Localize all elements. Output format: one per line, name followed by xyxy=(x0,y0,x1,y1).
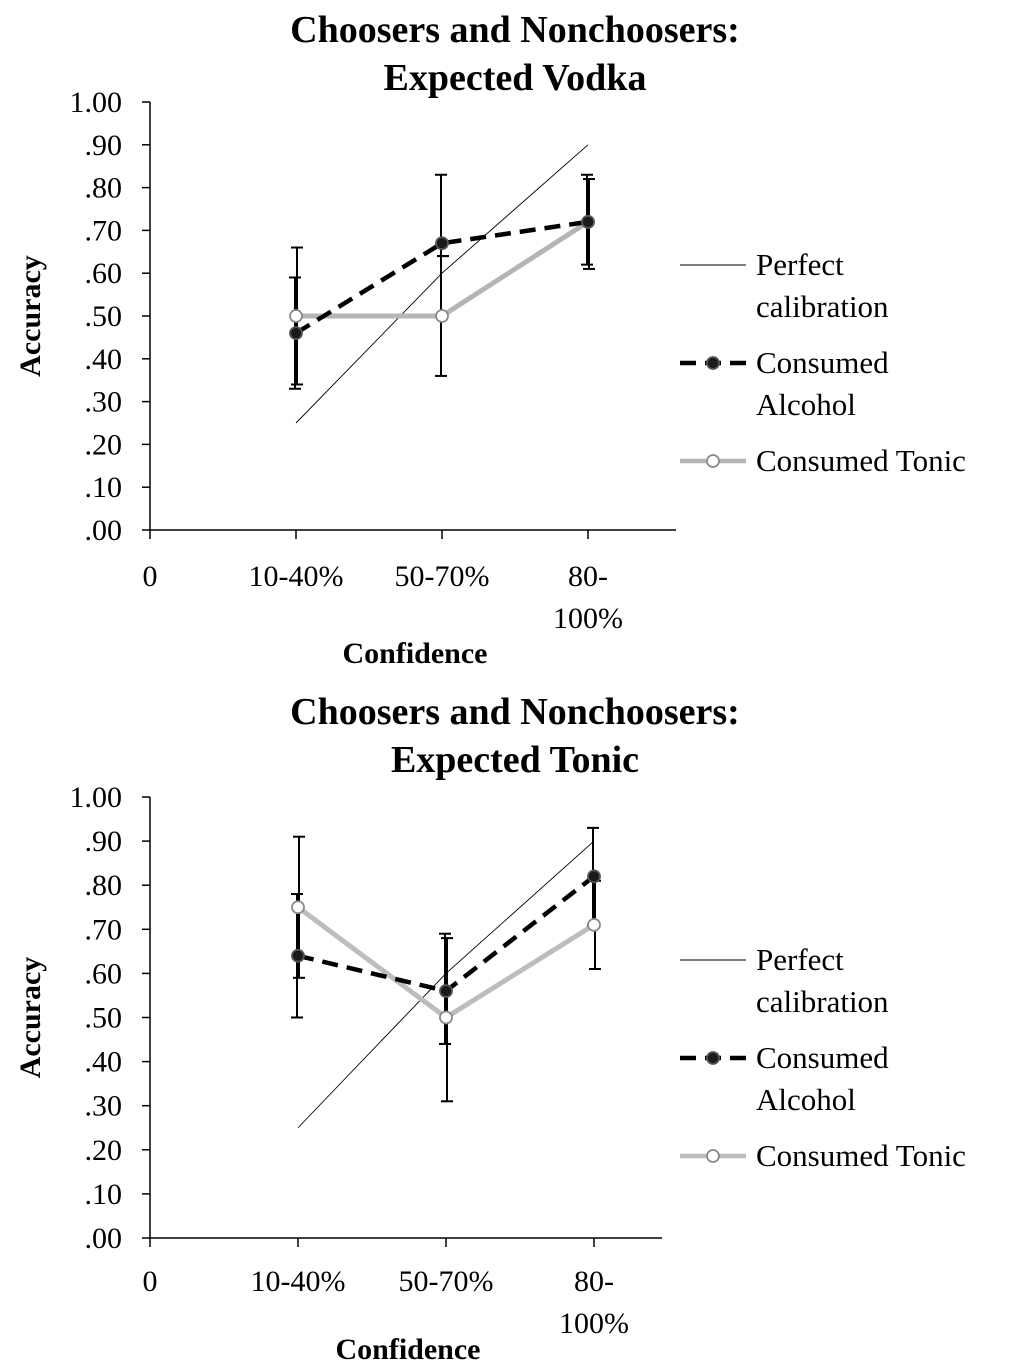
y-tick-label: .10 xyxy=(85,471,123,504)
chart-subtitle: Expected Tonic xyxy=(390,739,640,781)
consumed-tonic-point xyxy=(291,900,305,915)
y-tick-label: 1.00 xyxy=(70,86,123,119)
y-tick-label: .40 xyxy=(85,343,123,376)
legend-consumed-alcohol-label: Alcohol xyxy=(756,387,856,422)
legend: Perfect calibration Consumed Alcohol Consume… xyxy=(680,942,966,1173)
legend: Perfect calibration Consumed Alcohol Consume… xyxy=(680,247,966,478)
consumed-tonic-point xyxy=(439,1010,453,1025)
y-tick-label: .00 xyxy=(85,514,123,547)
plot-series-group xyxy=(289,144,595,424)
chart-title-line-1: Choosers and Nonchoosers: xyxy=(290,691,740,733)
consumed-alcohol-point xyxy=(291,948,305,963)
y-tick-label: .70 xyxy=(85,214,123,247)
x-tick-label: 10-40% xyxy=(251,1265,346,1298)
y-tick-label: .60 xyxy=(85,257,123,290)
legend-consumed-alcohol-label: Consumed xyxy=(756,345,889,380)
y-tick-label: .40 xyxy=(85,1046,123,1079)
y-axis-title: Accuracy xyxy=(14,957,47,1079)
y-tick-label: .20 xyxy=(85,428,123,461)
y-tick-label: .00 xyxy=(85,1222,123,1255)
consumed-alcohol-point xyxy=(587,869,601,884)
chart-subtitle: Expected Vodka xyxy=(383,57,647,99)
chart-title: Choosers and Nonchoosers: Expected Vodka xyxy=(140,6,890,102)
x-tick-label: 100% xyxy=(559,1307,629,1340)
y-tick-label: .10 xyxy=(85,1178,123,1211)
y-tick-label: .90 xyxy=(85,825,123,858)
y-tick-label: .80 xyxy=(85,172,123,205)
x-tick-label: 0 xyxy=(143,1265,158,1298)
legend-consumed-alcohol-marker xyxy=(706,356,720,370)
legend-perfect-calibration-label: calibration xyxy=(756,289,889,324)
legend-perfect-calibration-label: Perfect xyxy=(756,247,844,282)
y-tick-label: .50 xyxy=(85,1002,123,1035)
legend-consumed-alcohol-label: Alcohol xyxy=(756,1082,856,1117)
y-tick-label: .30 xyxy=(85,386,123,419)
chart-plot-svg: 1.00 .90 .80 .70 .60 .50 .40 .30 .20 .10 .00 0 10-40… xyxy=(14,86,966,670)
consumed-alcohol-point xyxy=(435,236,449,251)
x-tick-label: 50-70% xyxy=(399,1265,494,1298)
chart-title: Choosers and Nonchoosers: Expected Tonic xyxy=(140,688,890,784)
consumed-alcohol-point xyxy=(289,326,303,341)
y-tick-label: .20 xyxy=(85,1134,123,1167)
consumed-alcohol-point xyxy=(439,984,453,998)
x-tick-label: 100% xyxy=(553,602,623,635)
consumed-tonic-point xyxy=(587,917,601,932)
chart-plot-svg: 1.00 .90 .80 .70 .60 .50 .40 .30 .20 .10 .00 0 10-40… xyxy=(14,781,966,1364)
consumed-tonic-point xyxy=(435,309,449,323)
x-tick-label: 80- xyxy=(574,1265,614,1298)
legend-consumed-tonic-marker xyxy=(706,1149,720,1163)
chart-title-line-1: Choosers and Nonchoosers: xyxy=(290,9,740,51)
y-axis-title: Accuracy xyxy=(14,255,47,377)
x-tick-label: 0 xyxy=(143,560,158,593)
consumed-tonic-point xyxy=(289,309,303,323)
chart-expected-tonic: Choosers and Nonchoosers: Expected Tonic… xyxy=(0,682,1011,1364)
legend-perfect-calibration-label: Perfect xyxy=(756,942,844,977)
y-tick-label: .60 xyxy=(85,957,123,990)
x-tick-label: 80- xyxy=(568,560,608,593)
legend-consumed-alcohol-marker xyxy=(706,1051,720,1065)
legend-consumed-tonic-marker xyxy=(706,454,720,468)
legend-perfect-calibration-label: calibration xyxy=(756,984,889,1019)
x-tick-label: 10-40% xyxy=(249,560,344,593)
x-tick-label: 50-70% xyxy=(395,560,490,593)
y-tick-label: .50 xyxy=(85,300,123,333)
chart-expected-vodka: Choosers and Nonchoosers: Expected Vodka… xyxy=(14,6,966,670)
plot-series-group xyxy=(291,826,601,1129)
x-axis-title: Confidence xyxy=(336,1333,481,1364)
y-tick-label: .90 xyxy=(85,129,123,162)
y-tick-label: 1.00 xyxy=(70,781,123,814)
legend-consumed-alcohol-label: Consumed xyxy=(756,1040,889,1075)
y-tick-label: .70 xyxy=(85,913,123,946)
consumed-alcohol-point xyxy=(581,214,595,229)
legend-consumed-tonic-label: Consumed Tonic xyxy=(756,443,966,478)
y-tick-label: .30 xyxy=(85,1090,123,1123)
x-axis-title: Confidence xyxy=(343,637,488,670)
legend-consumed-tonic-label: Consumed Tonic xyxy=(756,1138,966,1173)
consumed-alcohol-line xyxy=(294,219,589,336)
y-tick-label: .80 xyxy=(85,869,123,902)
